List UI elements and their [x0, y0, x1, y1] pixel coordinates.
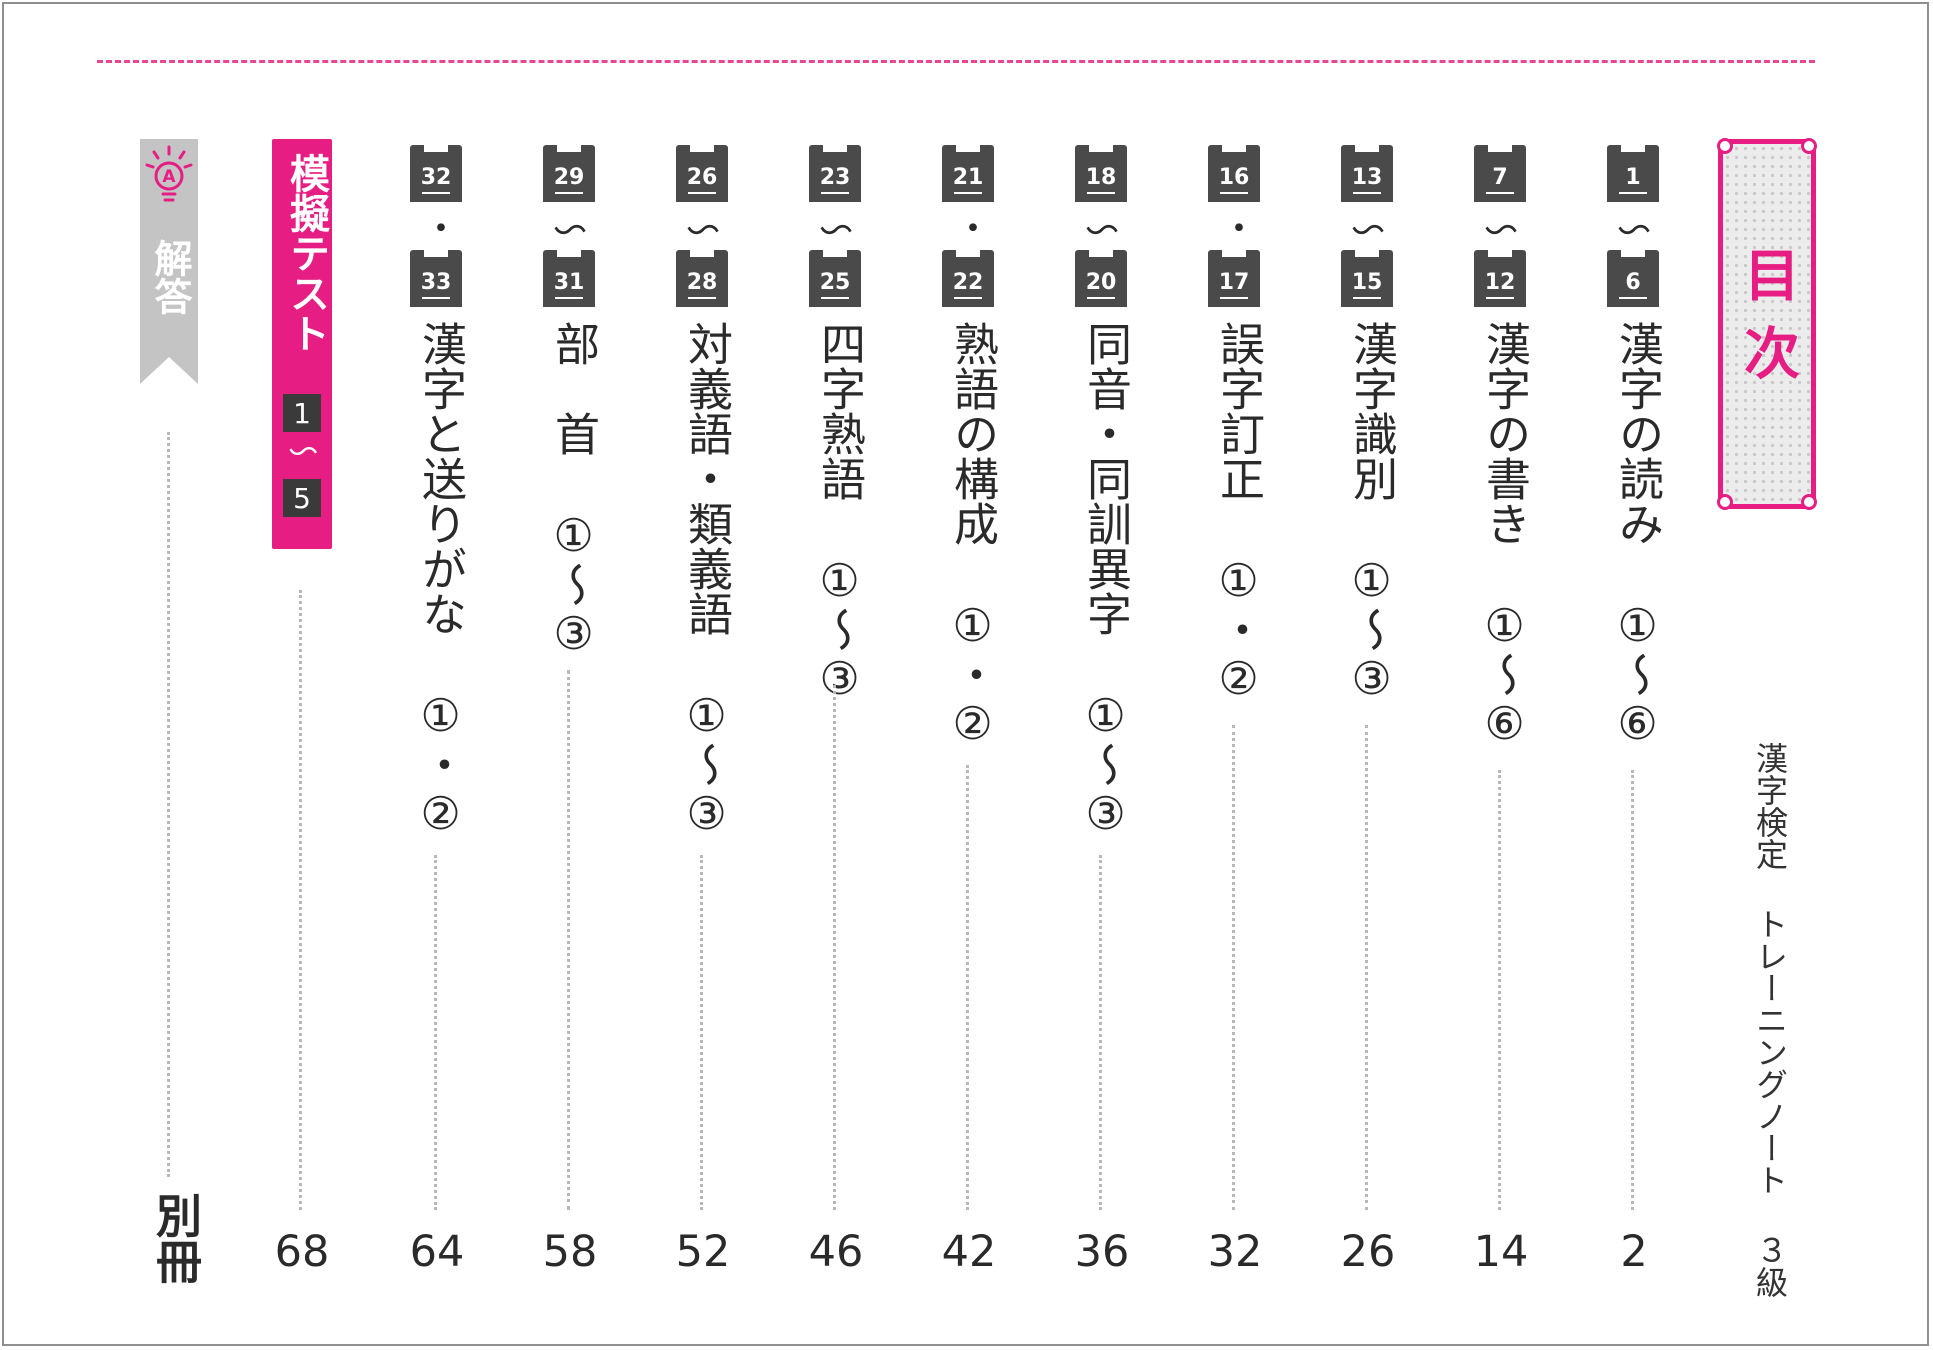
- page-number: 58: [542, 1227, 598, 1277]
- section-number-badge: 29: [543, 145, 595, 202]
- corner-dot: [1801, 494, 1817, 510]
- page-number: 42: [941, 1227, 997, 1277]
- entry-title: 漢字と送りがな ①・②: [414, 321, 467, 840]
- range-joiner: ～: [819, 206, 853, 246]
- entry-title: 漢字の読み ①～⑥: [1611, 321, 1664, 750]
- section-number-badge: 25: [809, 250, 861, 307]
- section-number-badge: 13: [1341, 145, 1393, 202]
- section-number-badge: 32: [410, 145, 462, 202]
- mock-range-end: 5: [283, 479, 321, 517]
- page-number: 46: [808, 1227, 864, 1277]
- banner-ribbon-shape: [140, 139, 198, 384]
- leader-dots: [1631, 770, 1634, 1210]
- range-joiner: ～: [1085, 206, 1119, 246]
- leader-dots: [966, 765, 969, 1210]
- entry-title: 部 首 ①～③: [547, 321, 600, 660]
- toc-entry[interactable]: 7 ～ 12 漢字の書き ①～⑥ 14: [1471, 145, 1531, 1295]
- leader-dots: [1365, 725, 1368, 1210]
- range-joiner: ・: [417, 209, 458, 245]
- page-title: 目次: [1734, 246, 1800, 402]
- section-number-badge: 22: [942, 250, 994, 307]
- toc-entry[interactable]: 16 ・ 17 誤字訂正 ①・② 32: [1205, 145, 1265, 1295]
- section-number-badge: 15: [1341, 250, 1393, 307]
- section-number-badge: 12: [1474, 250, 1526, 307]
- page-number: 14: [1473, 1227, 1529, 1277]
- page-number: 2: [1620, 1227, 1648, 1277]
- range-joiner: ～: [1351, 206, 1385, 246]
- section-number-badge: 7: [1474, 145, 1526, 202]
- range-joiner: ・: [949, 209, 990, 245]
- toc-entry[interactable]: 13 ～ 15 漢字識別 ①～③ 26: [1338, 145, 1398, 1295]
- toc-entry[interactable]: 21 ・ 22 熟語の構成 ①・② 42: [939, 145, 999, 1295]
- section-number-badge: 23: [809, 145, 861, 202]
- corner-dot: [1801, 138, 1817, 154]
- entry-title: 漢字の書き ①～⑥: [1478, 321, 1531, 750]
- section-number-badge: 21: [942, 145, 994, 202]
- range-joiner: ～: [1617, 206, 1651, 246]
- leader-dots: [1099, 855, 1102, 1210]
- toc-entry[interactable]: 26 ～ 28 対義語・類義語 ①～③ 52: [673, 145, 733, 1295]
- page-number: 36: [1074, 1227, 1130, 1277]
- mock-test-banner[interactable]: 模擬テスト 1 ～ 5: [272, 139, 332, 549]
- page-number: 64: [409, 1227, 465, 1277]
- toc-title-box: 目次: [1717, 138, 1817, 510]
- section-number-badge: 33: [410, 250, 462, 307]
- answers-banner[interactable]: A 解答: [140, 139, 198, 384]
- mock-range-start: 1: [283, 394, 321, 432]
- page-number: 52: [675, 1227, 731, 1277]
- entry-title: 同音・同訓異字 ①～③: [1079, 321, 1132, 840]
- page-number: 26: [1340, 1227, 1396, 1277]
- range-joiner: ～: [1484, 206, 1518, 246]
- answers-page: 別冊: [149, 1192, 203, 1284]
- entry-title: 四字熟語 ①～③: [813, 321, 866, 705]
- leader-dots: [1498, 770, 1501, 1210]
- book-title: 漢字検定 トレーニングノート ３級: [1751, 742, 1789, 1298]
- section-number-badge: 20: [1075, 250, 1127, 307]
- leader-dots: [299, 590, 302, 1210]
- entry-title: 誤字訂正 ①・②: [1212, 321, 1265, 705]
- A-lightbulb-icon: A: [145, 145, 193, 202]
- entry-title: 熟語の構成 ①・②: [946, 321, 999, 750]
- corner-dot: [1717, 494, 1733, 510]
- section-number-badge: 6: [1607, 250, 1659, 307]
- section-number-badge: 16: [1208, 145, 1260, 202]
- page-number: 32: [1207, 1227, 1263, 1277]
- toc-entry[interactable]: 18 ～ 20 同音・同訓異字 ①～③ 36: [1072, 145, 1132, 1295]
- toc-entry[interactable]: 23 ～ 25 四字熟語 ①～③ 46: [806, 145, 866, 1295]
- section-number-badge: 28: [676, 250, 728, 307]
- svg-text:A: A: [162, 167, 176, 187]
- leader-dots: [567, 670, 570, 1210]
- leader-dots: [434, 855, 437, 1210]
- toc-entry[interactable]: 1 ～ 6 漢字の読み ①～⑥ 2: [1604, 145, 1664, 1295]
- answers-label: 解答: [148, 239, 192, 315]
- toc-entry[interactable]: 29 ～ 31 部 首 ①～③ 58: [540, 145, 600, 1295]
- mock-test-title: 模擬テスト: [283, 153, 329, 353]
- section-number-badge: 31: [543, 250, 595, 307]
- toc-entry[interactable]: 32 ・ 33 漢字と送りがな ①・② 64: [407, 145, 467, 1295]
- leader-dots: [833, 685, 836, 1210]
- range-joiner: ～: [553, 206, 587, 246]
- top-dashed-rule: [97, 60, 1815, 63]
- range-joiner: ・: [1215, 209, 1256, 245]
- entry-title: 漢字識別 ①～③: [1345, 321, 1398, 705]
- range-joiner: ～: [686, 206, 720, 246]
- leader-dots: [167, 432, 170, 1177]
- section-number-badge: 1: [1607, 145, 1659, 202]
- corner-dot: [1717, 138, 1733, 154]
- leader-dots: [1232, 725, 1235, 1210]
- page-number: 68: [274, 1227, 330, 1277]
- mock-range-joiner: ～: [288, 430, 318, 465]
- section-number-badge: 26: [676, 145, 728, 202]
- section-number-badge: 17: [1208, 250, 1260, 307]
- leader-dots: [700, 855, 703, 1210]
- section-number-badge: 18: [1075, 145, 1127, 202]
- entry-title: 対義語・類義語 ①～③: [680, 321, 733, 840]
